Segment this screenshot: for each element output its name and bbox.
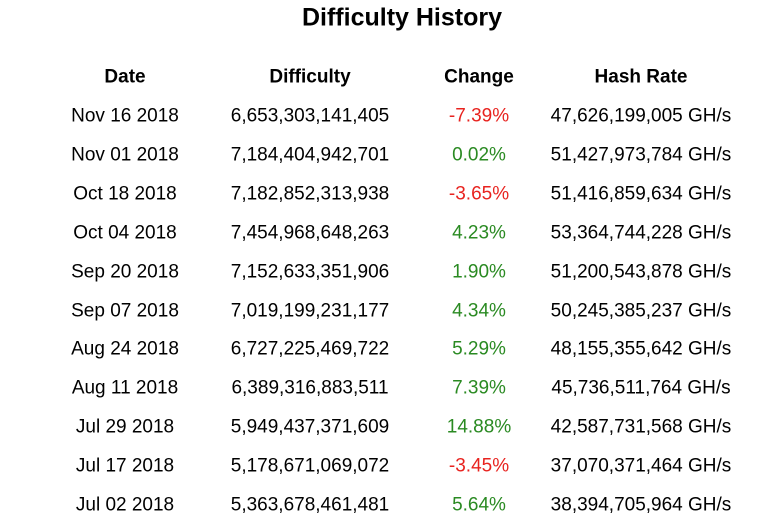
difficulty-cell: 5,363,678,461,481 xyxy=(230,494,390,516)
change-cell: 4.23% xyxy=(452,222,506,244)
date-cell: Jul 29 2018 xyxy=(75,416,175,438)
change-cell: -7.39% xyxy=(448,105,510,127)
change-cell: 7.39% xyxy=(452,377,506,399)
change-cell: -3.45% xyxy=(448,455,510,477)
difficulty-cell: 7,182,852,313,938 xyxy=(230,183,390,205)
date-cell: Oct 04 2018 xyxy=(73,222,177,244)
difficulty-cell: 6,727,225,469,722 xyxy=(230,338,390,360)
hash-rate-cell: 42,587,731,568 GH/s xyxy=(550,416,732,438)
column-header: Hash Rate xyxy=(594,66,688,88)
difficulty-cell: 5,949,437,371,609 xyxy=(230,416,390,438)
hash-rate-cell: 47,626,199,005 GH/s xyxy=(550,105,732,127)
date-cell: Aug 11 2018 xyxy=(71,377,179,399)
change-cell: -3.65% xyxy=(448,183,510,205)
date-cell: Sep 07 2018 xyxy=(71,300,179,321)
hash-rate-cell: 38,394,705,964 GH/s xyxy=(550,494,732,516)
date-cell: Nov 01 2018 xyxy=(71,144,179,166)
hash-rate-cell: 50,245,385,237 GH/s xyxy=(550,300,732,321)
date-cell: Sep 20 2018 xyxy=(71,261,179,283)
change-cell: 5.64% xyxy=(452,494,506,516)
hash-rate-cell: 37,070,371,464 GH/s xyxy=(550,455,732,477)
difficulty-cell: 7,184,404,942,701 xyxy=(230,144,390,166)
hash-rate-cell: 45,736,511,764 GH/s xyxy=(551,377,731,399)
hash-rate-cell: 51,200,543,878 GH/s xyxy=(550,261,732,283)
hash-rate-cell: 51,427,973,784 GH/s xyxy=(550,144,732,166)
date-cell: Aug 24 2018 xyxy=(71,338,179,360)
column-header: Date xyxy=(104,66,146,88)
difficulty-cell: 5,178,671,069,072 xyxy=(230,455,390,477)
change-cell: 0.02% xyxy=(452,144,506,166)
date-cell: Jul 02 2018 xyxy=(75,494,175,516)
difficulty-cell: 6,653,303,141,405 xyxy=(230,105,390,127)
column-header: Change xyxy=(444,66,514,88)
date-cell: Nov 16 2018 xyxy=(71,105,179,127)
difficulty-cell: 7,454,968,648,263 xyxy=(230,222,390,244)
date-cell: Oct 18 2018 xyxy=(73,183,177,205)
column-header: Difficulty xyxy=(269,66,351,88)
hash-rate-cell: 51,416,859,634 GH/s xyxy=(550,183,732,205)
hash-rate-cell: 53,364,744,228 GH/s xyxy=(550,222,732,244)
change-cell: 5.29% xyxy=(452,338,506,360)
difficulty-cell: 6,389,316,883,511 xyxy=(231,377,389,399)
change-cell: 1.90% xyxy=(452,261,506,283)
hash-rate-cell: 48,155,355,642 GH/s xyxy=(550,338,732,360)
change-cell: 14.88% xyxy=(446,416,512,438)
change-cell: 4.34% xyxy=(452,300,506,321)
difficulty-cell: 7,019,199,231,177 xyxy=(230,300,390,321)
difficulty-cell: 7,152,633,351,906 xyxy=(230,261,390,283)
date-cell: Jul 17 2018 xyxy=(75,455,175,477)
title: Difficulty History xyxy=(301,3,503,32)
